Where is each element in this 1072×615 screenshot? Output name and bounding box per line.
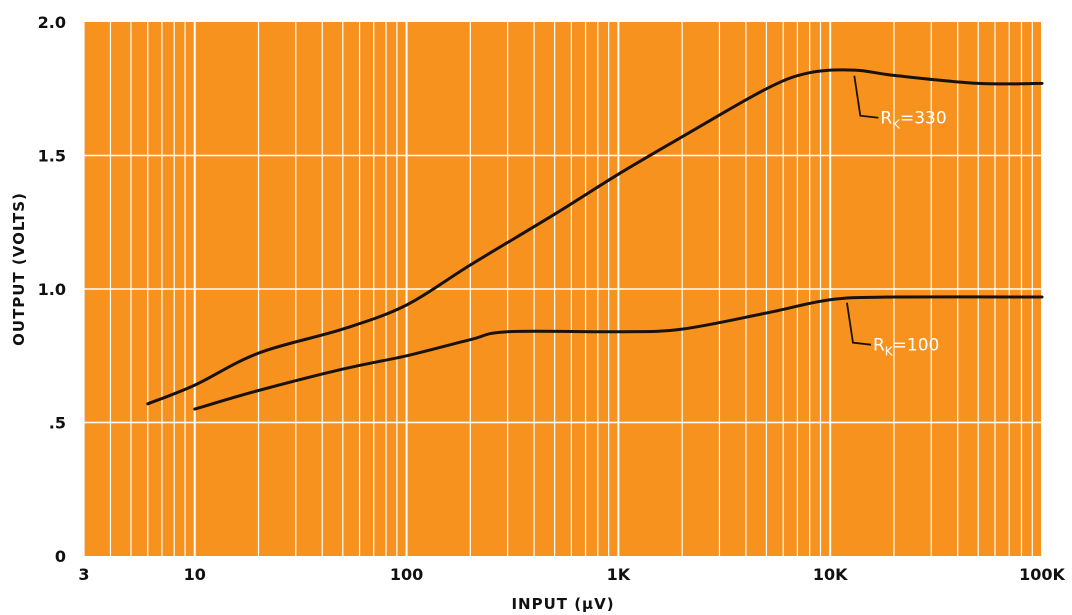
- x-tick-label-10k: 10K: [813, 565, 848, 584]
- x-tick-label-100: 100: [390, 565, 423, 584]
- x-axis-ticks: 3 10 100 1K 10K 100K: [78, 565, 1065, 584]
- y-tick-label-1: 1.0: [38, 280, 66, 299]
- y-axis-ticks: 0 .5 1.0 1.5 2.0: [38, 13, 66, 566]
- grid: [83, 22, 1043, 556]
- x-tick-label-1k: 1K: [607, 565, 631, 584]
- annotation-label-rk-100: RK=100: [873, 336, 939, 359]
- annotation-label-rk-330: RK=330: [880, 109, 946, 132]
- x-tick-label-100k: 100K: [1019, 565, 1065, 584]
- series-line-rk-330: [146, 68, 1044, 406]
- annotation-leader-0: [853, 75, 879, 119]
- series-layer: [146, 68, 1044, 411]
- series-line-rk-100: [193, 295, 1044, 411]
- y-tick-label-2: 2.0: [38, 13, 66, 32]
- annotation-leader-1: [846, 302, 872, 346]
- x-tick-label-3: 3: [78, 565, 89, 584]
- y-axis-label: OUTPUT (VOLTS): [10, 192, 28, 346]
- y-tick-label-0-5: .5: [49, 414, 66, 433]
- x-tick-label-10: 10: [184, 565, 206, 584]
- y-tick-label-1-5: 1.5: [38, 147, 66, 166]
- annotations: RK=330 RK=100: [846, 75, 947, 359]
- x-axis-label: INPUT (µV): [511, 595, 614, 613]
- y-tick-label-0: 0: [55, 547, 66, 566]
